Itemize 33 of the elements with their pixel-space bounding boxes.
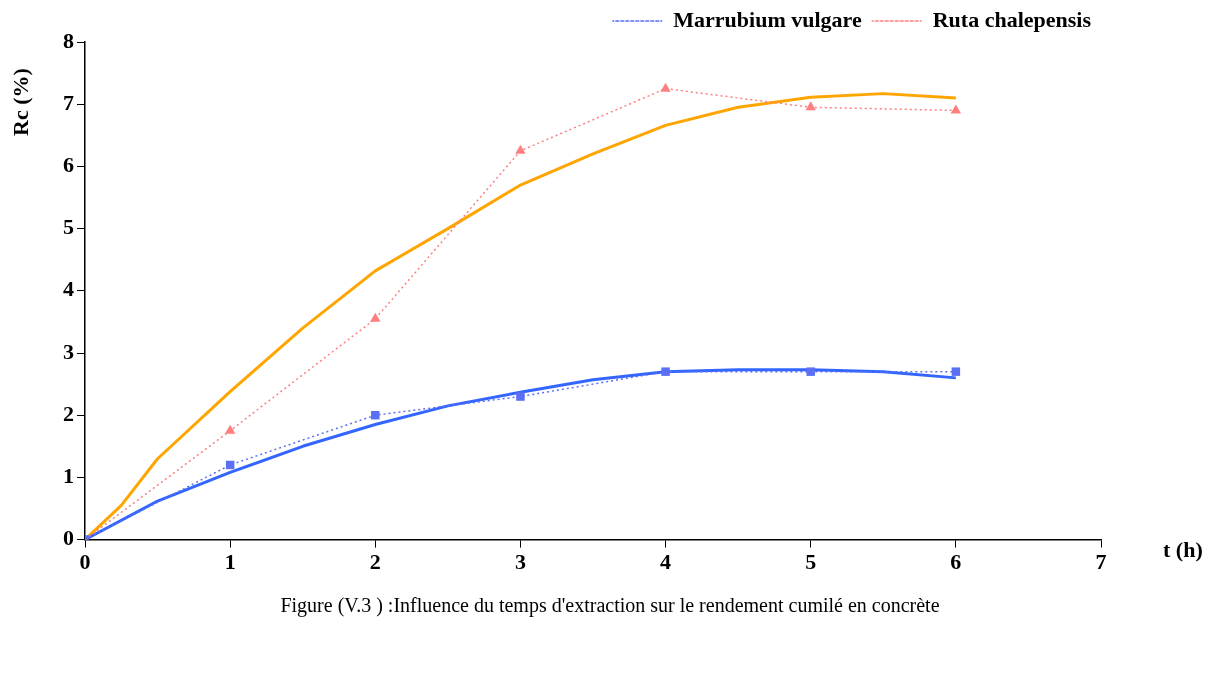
x-tick-label: 1 [224,549,236,575]
point [661,367,670,376]
x-tick-label: 6 [950,549,962,575]
y-tick-label: 3 [63,338,74,364]
legend-label: Ruta chalepensis [932,6,1092,32]
point [806,367,815,376]
point [371,410,380,420]
x-axis-title: t (h) [1163,537,1203,563]
y-tick-label: 7 [63,89,74,115]
x-tick-label: 2 [369,549,381,575]
y-tick-label: 5 [63,214,74,240]
point [951,367,961,376]
x-tick-label: 5 [805,549,817,575]
point [660,82,671,92]
y-tick-label: 1 [63,463,74,489]
point [224,424,236,434]
point [950,104,962,114]
point [515,144,526,154]
x-tick-label: 7 [1095,549,1107,575]
y-tick-label: 2 [63,400,74,426]
point [516,392,525,401]
y-tick-label: 8 [63,27,74,53]
y-tick-label: 0 [63,525,74,551]
y-axis-title: Rc (%) [7,68,33,136]
y-tick-label: 6 [63,152,74,178]
x-tick-label: 0 [79,549,91,575]
point [805,101,816,111]
y-tick-label: 4 [63,276,74,302]
text: Figure (V.3 ) :Influence du temps d'extraction sur le rendement cumilé en concrète [279,593,941,619]
x-tick-label: 3 [514,549,526,575]
x-tick-label: 4 [660,549,672,575]
point [370,312,381,322]
legend-label: Marrubium vulgare [673,6,862,32]
